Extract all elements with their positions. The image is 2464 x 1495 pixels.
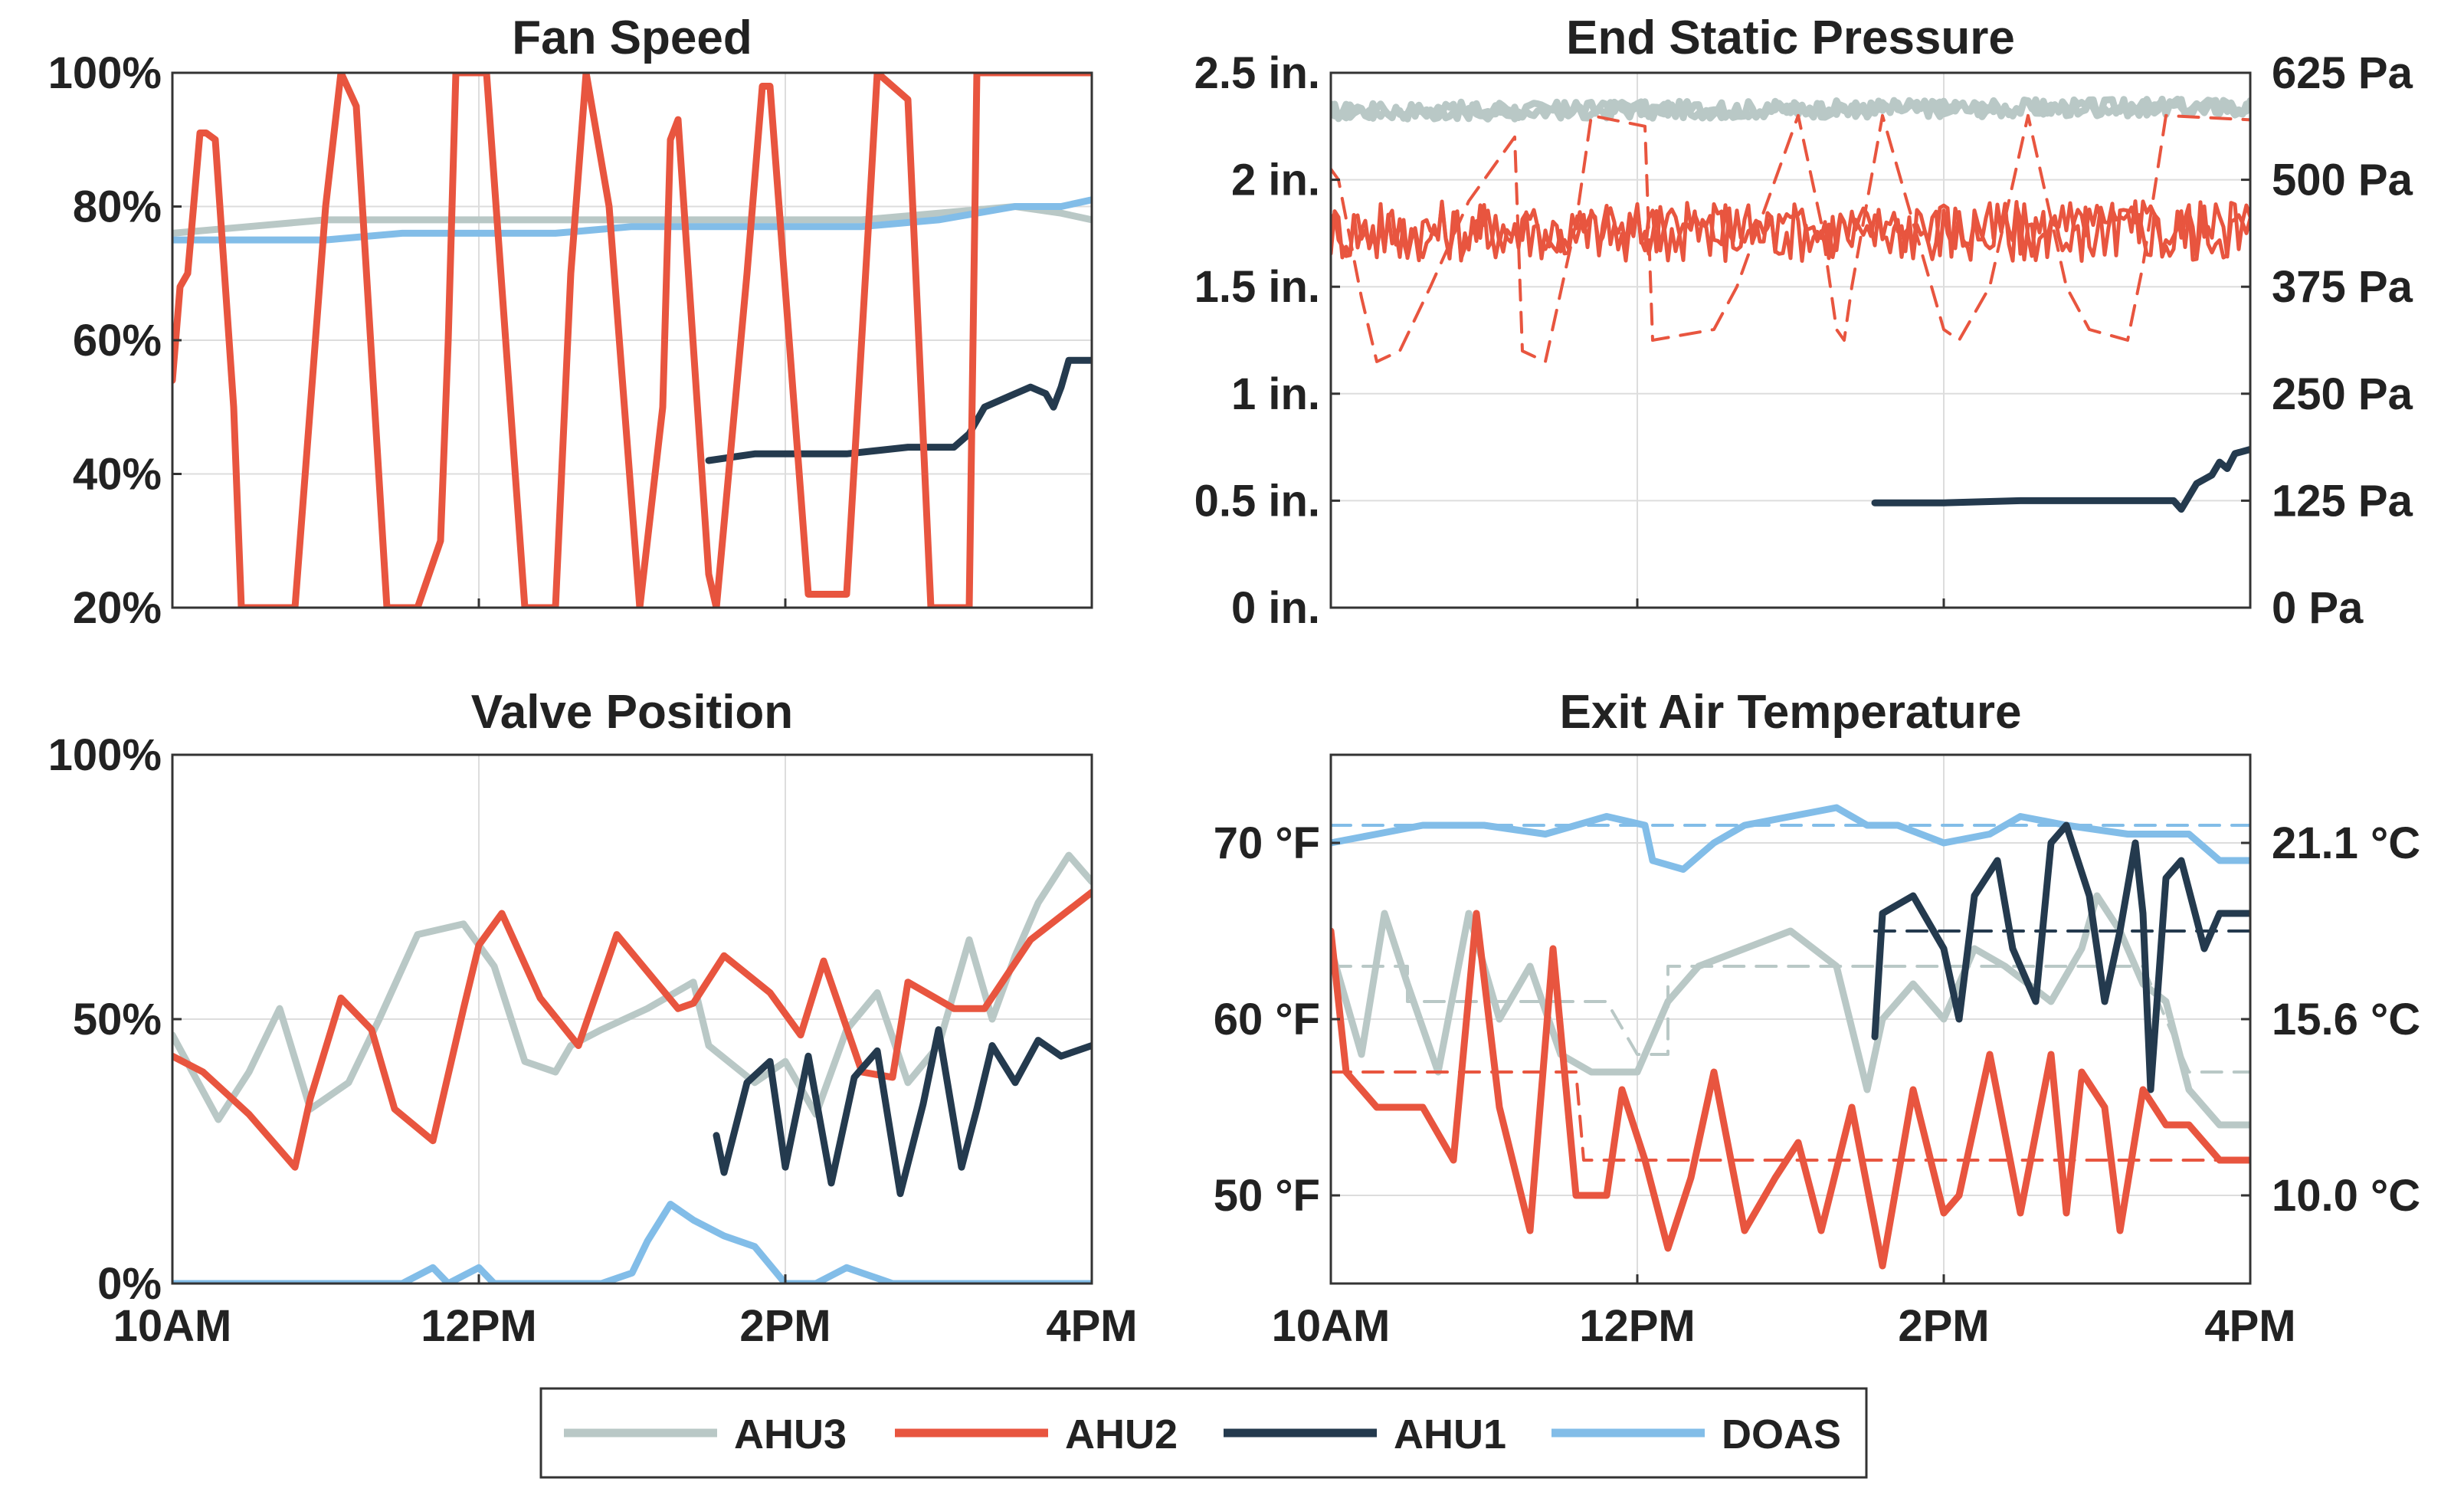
valve-plot-area bbox=[172, 851, 1092, 1284]
temp-xtick-label: 12PM bbox=[1579, 1301, 1696, 1351]
valve-ytick-label: 50% bbox=[73, 995, 162, 1044]
temp-xtick-label: 2PM bbox=[1898, 1301, 1989, 1351]
pressure-series-ahu2-setpoint bbox=[1331, 113, 2250, 363]
panel-valve-position: Valve Position 0% 50% 100% 10AM 12PM 2PM 4PM bbox=[48, 686, 1138, 1351]
fan-ytick-label: 20% bbox=[73, 583, 162, 633]
valve-series-ahu1 bbox=[713, 1026, 1092, 1198]
temp-y2tick-label: 21.1 °C bbox=[2272, 818, 2420, 868]
pressure-ytick-label: 2.5 in. bbox=[1194, 48, 1320, 98]
pressure-series-ahu1 bbox=[1871, 445, 2250, 513]
temp-xtick-label: 10AM bbox=[1272, 1301, 1391, 1351]
fan-ytick-label: 60% bbox=[73, 316, 162, 366]
pressure-axes-box bbox=[1329, 71, 2252, 609]
pressure-y2tick-label: 375 Pa bbox=[2272, 262, 2413, 312]
temp-series-ahu3-setpoint bbox=[1331, 965, 2250, 1074]
temp-series-ahu2 bbox=[1331, 910, 2250, 1270]
valve-xtick-label: 12PM bbox=[421, 1301, 537, 1351]
exit-air-temperature-title: Exit Air Temperature bbox=[1560, 686, 2022, 739]
legend-label-ahu2: AHU2 bbox=[1065, 1411, 1178, 1457]
pressure-y2tick-label: 125 Pa bbox=[2272, 476, 2413, 526]
temp-series-ahu1 bbox=[1871, 821, 2250, 1093]
pressure-y2tick-label: 250 Pa bbox=[2272, 369, 2413, 419]
pressure-series-ahu2-1 bbox=[1331, 199, 2250, 264]
panel-exit-air-temperature: Exit Air Temperature 50 °F 60 °F 70 °F 10.0… bbox=[1214, 686, 2420, 1351]
pressure-ytick-label: 1 in. bbox=[1231, 369, 1320, 419]
pressure-ytick-label: 0 in. bbox=[1231, 583, 1320, 633]
pressure-ytick-label: 1.5 in. bbox=[1194, 262, 1320, 312]
valve-xtick-label: 2PM bbox=[739, 1301, 831, 1351]
fan-ytick-label: 100% bbox=[48, 48, 162, 98]
pressure-y2tick-label: 0 Pa bbox=[2272, 583, 2364, 633]
panel-end-static-pressure: End Static Pressure 0 in. 0.5 in. 1 in. 1.5… bbox=[1194, 11, 2413, 633]
fan-series-ahu1 bbox=[705, 356, 1092, 464]
valve-series-ahu3 bbox=[172, 851, 1092, 1123]
legend: AHU3 AHU2 AHU1 DOAS bbox=[539, 1387, 1868, 1479]
fan-series-ahu2 bbox=[172, 73, 1092, 608]
legend-label-doas: DOAS bbox=[1722, 1411, 1841, 1457]
temp-series-doas bbox=[1331, 804, 2250, 873]
valve-series-doas bbox=[172, 1201, 1092, 1284]
fan-speed-title: Fan Speed bbox=[512, 11, 752, 64]
temp-y2tick-label: 15.6 °C bbox=[2272, 995, 2420, 1044]
fan-ytick-label: 80% bbox=[73, 182, 162, 232]
pressure-y2tick-label: 625 Pa bbox=[2272, 48, 2413, 98]
valve-ytick-label: 100% bbox=[48, 730, 162, 780]
pressure-ytick-label: 2 in. bbox=[1231, 156, 1320, 205]
valve-position-title: Valve Position bbox=[471, 686, 793, 739]
pressure-y2tick-label: 500 Pa bbox=[2272, 156, 2413, 205]
fan-ytick-label: 40% bbox=[73, 450, 162, 500]
temp-plot-area bbox=[1331, 804, 2250, 1270]
legend-label-ahu1: AHU1 bbox=[1394, 1411, 1506, 1457]
valve-xtick-label: 10AM bbox=[113, 1301, 232, 1351]
pressure-plot-area bbox=[1331, 95, 2250, 513]
valve-xtick-label: 4PM bbox=[1046, 1301, 1137, 1351]
valve-ytick-label: 0% bbox=[97, 1259, 162, 1309]
temp-xtick-label: 4PM bbox=[2204, 1301, 2295, 1351]
valve-series-ahu2 bbox=[172, 888, 1092, 1171]
pressure-series-ahu3-1 bbox=[1331, 96, 2250, 123]
temp-ytick-label: 50 °F bbox=[1214, 1171, 1320, 1221]
panel-fan-speed: Fan Speed 20% 40% 60% 80% 100% bbox=[48, 11, 1093, 633]
legend-label-ahu3: AHU3 bbox=[734, 1411, 847, 1457]
pressure-ytick-label: 0.5 in. bbox=[1194, 476, 1320, 526]
temp-y2tick-label: 10.0 °C bbox=[2272, 1171, 2420, 1221]
temp-series-ahu2-setpoint bbox=[1331, 1070, 2250, 1162]
fan-plot-area bbox=[172, 73, 1092, 608]
end-static-pressure-title: End Static Pressure bbox=[1566, 11, 2015, 64]
temp-ytick-label: 60 °F bbox=[1214, 995, 1320, 1044]
temp-ytick-label: 70 °F bbox=[1214, 818, 1320, 868]
